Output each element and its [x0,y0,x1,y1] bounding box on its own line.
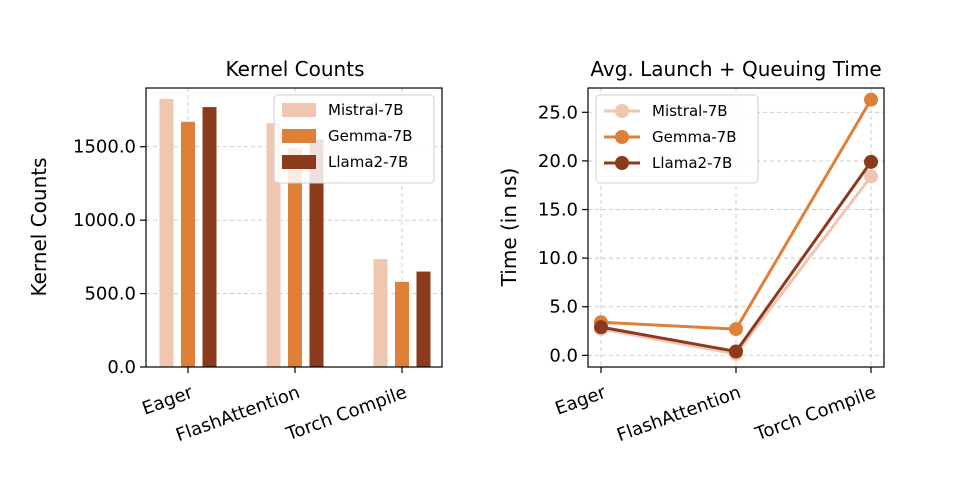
kernel-counts-title: Kernel Counts [225,57,364,81]
launch-time-chart: Avg. Launch + Queuing Time Time (in ns) … [497,57,885,446]
x-tick-label: FlashAttention [614,382,744,446]
y-tick-label: 25.0 [538,102,578,123]
y-tick-label: 1500.0 [73,137,136,158]
x-tick-label: Torch Compile [752,382,879,445]
x-tick-label: FlashAttention [173,382,303,446]
launch-time-ylabel: Time (in ns) [497,168,521,288]
legend-marker-mistral-7b [615,104,629,118]
bar-llama2-7b-eager [202,107,217,367]
kernel-counts-yticks: 0.0 500.0 1000.0 1500.0 [73,137,146,378]
x-tick-label: Torch Compile [283,382,410,445]
bar-mistral-7b-flashattention [266,123,281,368]
y-tick-label: 0.0 [549,345,578,366]
point-llama2-7b-flashattention [729,344,743,359]
kernel-counts-chart: Kernel Counts Kernel Counts 0.0 500.0 1000… [27,57,443,446]
legend-label-llama2-7b: Llama2-7B [328,153,408,171]
kernel-counts-bars [159,99,431,368]
point-gemma-7b-torch-compile [864,92,878,107]
x-tick-label: Eager [139,382,196,420]
legend-marker-gemma-7b [615,130,629,144]
launch-time-xticks: Eager FlashAttention Torch Compile [552,367,879,446]
legend-swatch-gemma-7b [282,129,316,143]
point-llama2-7b-eager [594,320,608,335]
bar-mistral-7b-eager [159,99,174,368]
y-tick-label: 10.0 [538,248,578,269]
legend-swatch-llama2-7b [282,155,316,169]
bar-llama2-7b-flashattention [309,139,324,367]
legend-marker-llama2-7b [615,156,629,170]
legend-label-llama2-7b: Llama2-7B [652,154,732,172]
point-mistral-7b-torch-compile [864,169,878,184]
bar-gemma-7b-flashattention [288,148,302,367]
point-gemma-7b-flashattention [729,322,743,337]
bar-mistral-7b-torch-compile [373,259,388,367]
kernel-counts-legend: Mistral-7B Gemma-7B Llama2-7B [273,94,435,184]
point-llama2-7b-torch-compile [864,154,878,169]
legend-label-gemma-7b: Gemma-7B [652,128,737,146]
y-tick-label: 15.0 [538,200,578,221]
kernel-counts-plot-frame [145,87,443,368]
y-tick-label: 5.0 [549,297,578,318]
bar-gemma-7b-torch-compile [395,281,409,367]
bar-gemma-7b-eager [181,121,195,367]
x-tick-label: Eager [552,382,609,420]
legend-swatch-mistral-7b [282,103,316,117]
y-tick-label: 0.0 [107,357,136,378]
y-tick-label: 1000.0 [73,210,136,231]
launch-time-lines [594,92,878,361]
legend-box [595,94,759,184]
legend-label-mistral-7b: Mistral-7B [328,101,404,119]
launch-time-legend: Mistral-7B Gemma-7B Llama2-7B [595,94,759,184]
legend-label-mistral-7b: Mistral-7B [652,102,728,120]
launch-time-title: Avg. Launch + Queuing Time [590,57,881,81]
kernel-counts-ylabel: Kernel Counts [27,157,51,296]
y-tick-label: 500.0 [84,284,136,305]
legend-label-gemma-7b: Gemma-7B [328,127,413,145]
y-tick-label: 20.0 [538,151,578,172]
bar-llama2-7b-torch-compile [416,271,431,367]
launch-time-yticks: 0.0 5.0 10.0 15.0 20.0 25.0 [538,102,588,366]
